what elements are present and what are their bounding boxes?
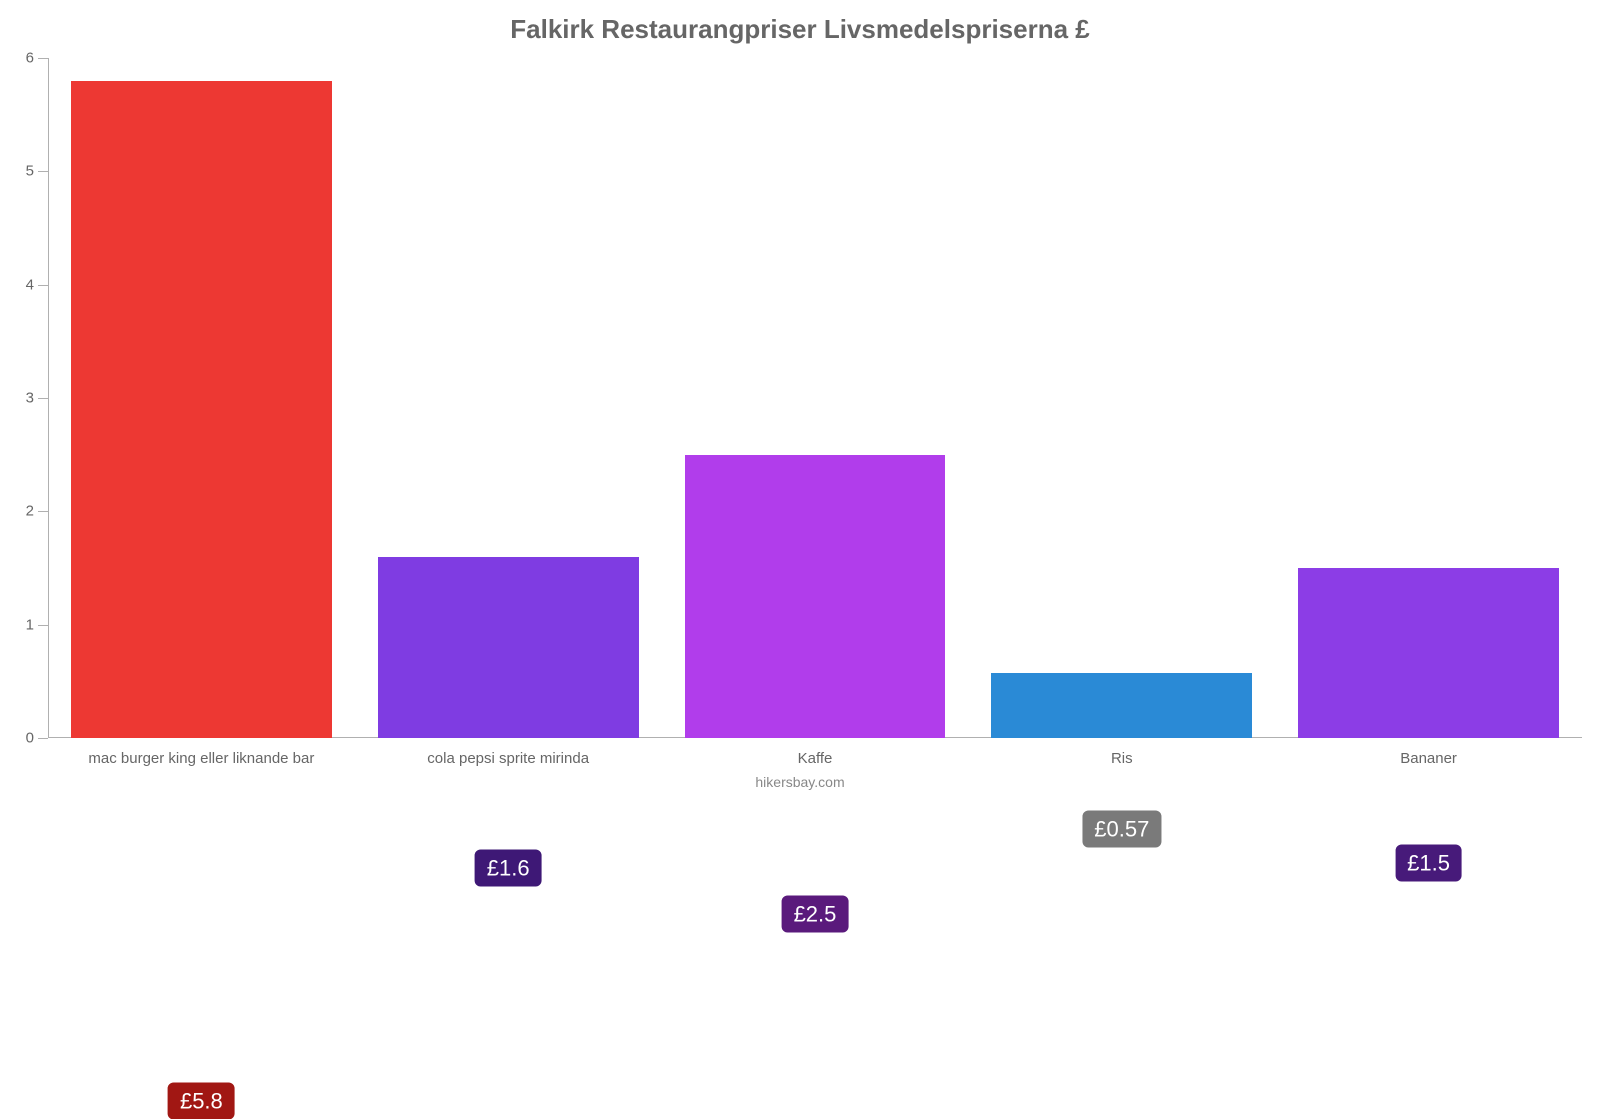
bar-group: £5.8mac burger king eller liknande bar bbox=[71, 81, 332, 738]
y-tick bbox=[38, 285, 48, 286]
y-axis-label: 3 bbox=[26, 390, 34, 407]
x-axis-label: Bananer bbox=[1400, 750, 1457, 767]
value-badge: £1.5 bbox=[1395, 844, 1462, 881]
bar: £1.5 bbox=[1298, 568, 1559, 738]
y-tick bbox=[38, 511, 48, 512]
bar-group: £1.5Bananer bbox=[1298, 568, 1559, 738]
value-badge: £0.57 bbox=[1082, 810, 1161, 847]
y-tick bbox=[38, 738, 48, 739]
y-axis-label: 6 bbox=[26, 50, 34, 67]
y-tick bbox=[38, 398, 48, 399]
x-axis-label: mac burger king eller liknande bar bbox=[88, 750, 314, 767]
bars-layer: £5.8mac burger king eller liknande bar £1… bbox=[48, 58, 1582, 738]
y-tick bbox=[38, 625, 48, 626]
y-tick bbox=[38, 58, 48, 59]
y-axis-label: 1 bbox=[26, 616, 34, 633]
chart-subtitle: hikersbay.com bbox=[0, 774, 1600, 790]
bar-group: £0.57Ris bbox=[991, 673, 1252, 738]
chart-container: Falkirk Restaurangpriser Livsmedelsprise… bbox=[0, 0, 1600, 800]
x-axis-label: Ris bbox=[1111, 750, 1133, 767]
bar: £1.6 bbox=[378, 557, 639, 738]
y-axis-label: 0 bbox=[26, 730, 34, 747]
y-axis-label: 5 bbox=[26, 163, 34, 180]
x-axis-label: cola pepsi sprite mirinda bbox=[427, 750, 589, 767]
y-tick bbox=[38, 171, 48, 172]
bar: £5.8 bbox=[71, 81, 332, 738]
chart-title: Falkirk Restaurangpriser Livsmedelsprise… bbox=[0, 0, 1600, 45]
value-badge: £2.5 bbox=[782, 895, 849, 932]
value-badge: £1.6 bbox=[475, 850, 542, 887]
y-axis-label: 2 bbox=[26, 503, 34, 520]
bar-group: £1.6cola pepsi sprite mirinda bbox=[378, 557, 639, 738]
value-badge: £5.8 bbox=[168, 1082, 235, 1119]
bar-group: £2.5Kaffe bbox=[685, 455, 946, 738]
bar: £2.5 bbox=[685, 455, 946, 738]
plot-area: £5.8mac burger king eller liknande bar £1… bbox=[48, 58, 1582, 738]
x-axis-label: Kaffe bbox=[798, 750, 833, 767]
y-axis-label: 4 bbox=[26, 276, 34, 293]
bar: £0.57 bbox=[991, 673, 1252, 738]
